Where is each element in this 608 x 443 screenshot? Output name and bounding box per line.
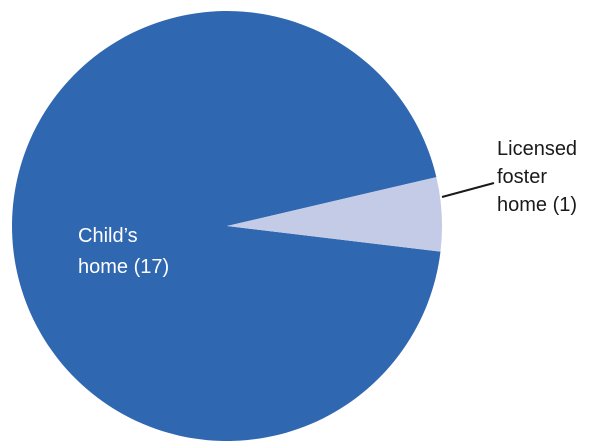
pie-label-line: home (1)	[497, 194, 577, 216]
pie-slice-licensed-foster-home	[227, 177, 443, 252]
pie-label-line: home (17)	[78, 256, 169, 278]
pie-label-line: Licensed	[497, 138, 577, 160]
pie-label-line: Child’s	[78, 225, 138, 247]
pie-leader-lines	[441, 182, 495, 198]
pie-slice-childs-home	[12, 11, 441, 442]
pie-label-line: foster	[497, 166, 547, 188]
pie-label-childs-home: Child’s home (17)	[78, 225, 169, 278]
pie-label-licensed-foster-home: Licensed foster home (1)	[497, 138, 577, 216]
pie-leader-line	[441, 182, 495, 198]
pie-slices	[12, 11, 443, 442]
pie-labels: Child’s home (17) Licensed foster home (1)	[78, 138, 577, 278]
